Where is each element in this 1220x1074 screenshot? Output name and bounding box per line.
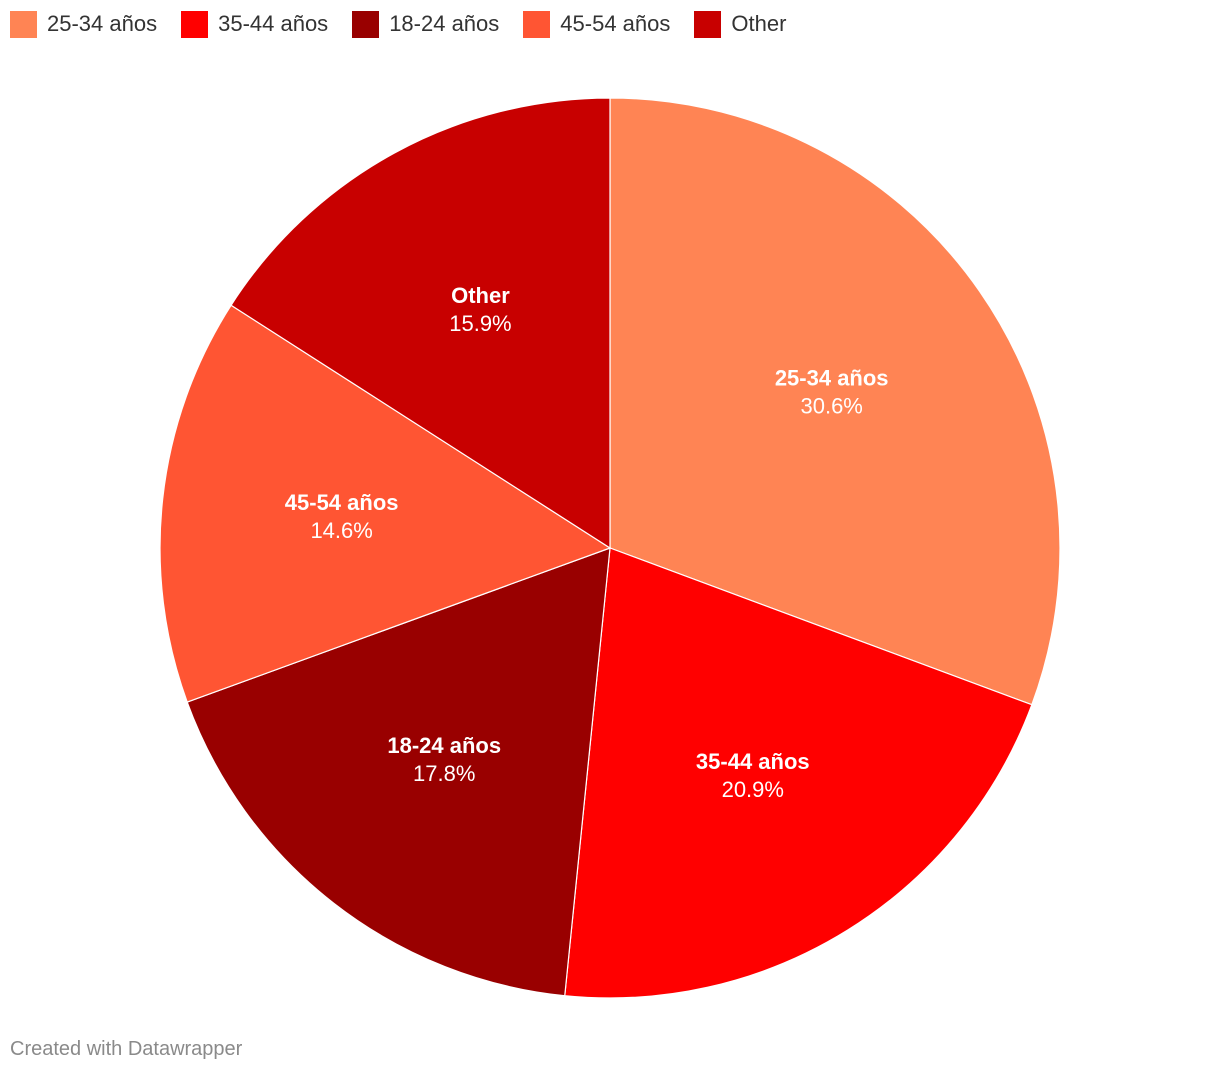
legend-label: 45-54 años [560,11,671,36]
legend-swatch [523,10,551,38]
slice [230,97,611,550]
slice-label: Other [451,283,510,308]
slice-label: 25-34 años [775,366,889,391]
value-label: 15.9% [449,311,511,336]
slice-label: 45-54 años [285,490,399,515]
legend-swatch [10,10,37,38]
legend-label: 35-44 años [218,11,329,36]
legend-item: 18-24 años [352,10,499,38]
legend-swatch [352,10,380,38]
value-label: 20.9% [722,777,784,802]
legend-swatch [694,10,722,38]
credit: Created with Datawrapper [10,1038,243,1060]
legend: 25-34 años 35-44 años 18-24 años 45-54 años… [10,10,786,38]
slice-label: 35-44 años [696,749,810,774]
slice-label: 18-24 años [387,733,501,758]
legend-label: 25-34 años [47,11,158,36]
slice [564,547,1033,999]
slice [186,547,611,997]
slice [159,304,612,703]
legend-item: 25-34 años [10,10,157,38]
legend-item: 35-44 años [181,10,328,38]
legend-item: 45-54 años [523,10,670,38]
value-label: 30.6% [800,394,862,419]
legend-label: 18-24 años [389,11,500,36]
value-label: 17.8% [413,761,475,786]
legend-item: Other [694,10,786,38]
legend-swatch [181,10,209,38]
slice [609,97,1061,706]
value-label: 14.6% [310,518,372,543]
legend-label: Other [731,11,787,36]
